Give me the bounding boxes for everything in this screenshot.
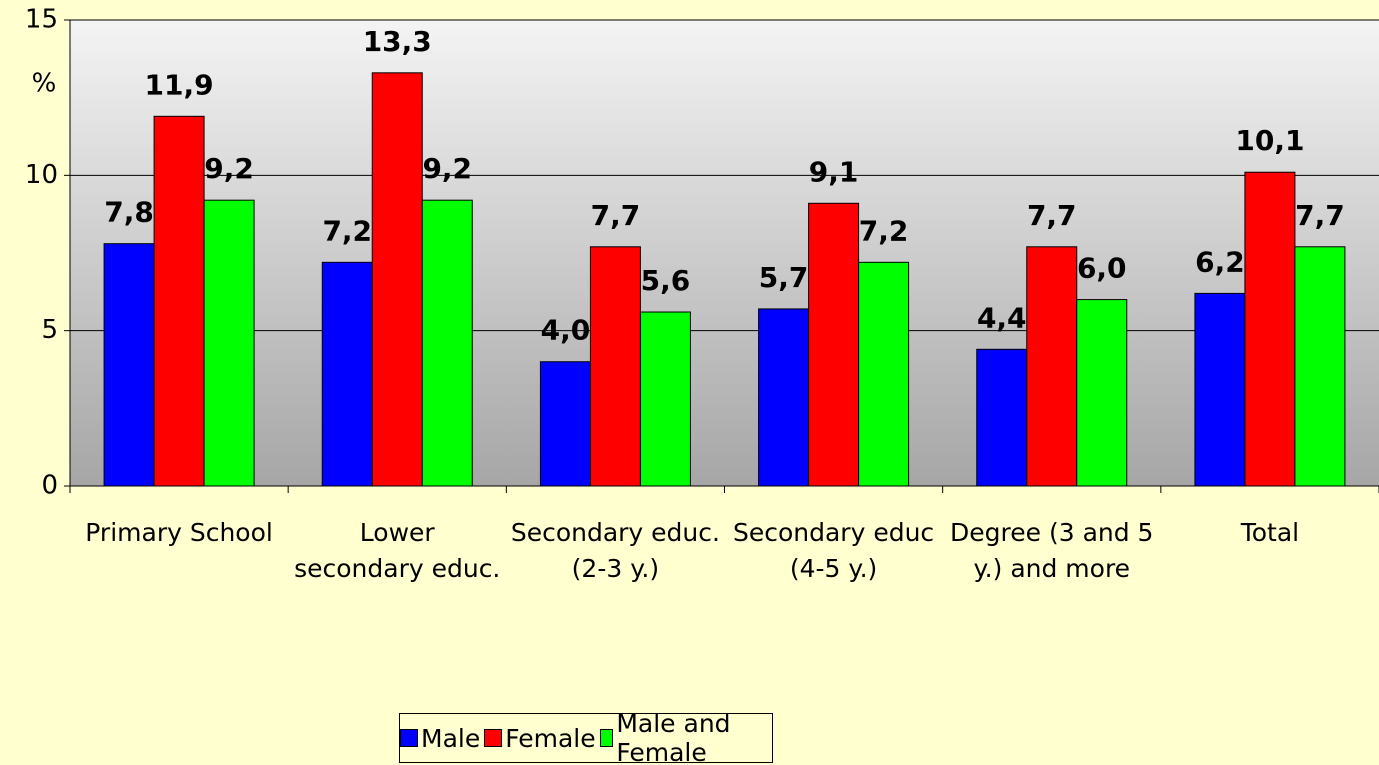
x-tick-label: Secondary educ. (2-3 y.) xyxy=(510,518,720,583)
legend-item: Female xyxy=(484,723,596,753)
x-tick-label: Degree (3 and 5 y.) and more xyxy=(950,518,1154,583)
bar xyxy=(1026,246,1078,487)
legend-item: Male and Female xyxy=(599,709,772,765)
bar xyxy=(321,261,373,487)
data-label: 4,0 xyxy=(541,314,591,347)
y-tick-label: 15 xyxy=(25,5,58,35)
x-tick-label: Primary School xyxy=(85,518,273,547)
legend-swatch xyxy=(599,729,614,747)
data-label: 7,7 xyxy=(591,199,641,232)
bar xyxy=(858,261,910,487)
data-label: 9,2 xyxy=(422,152,472,185)
bar xyxy=(589,246,641,487)
legend-swatch xyxy=(400,729,418,747)
y-tick-label: 0 xyxy=(41,471,58,501)
data-label: 7,2 xyxy=(322,214,372,247)
data-label: 5,6 xyxy=(641,264,691,297)
data-label: 9,1 xyxy=(809,155,859,188)
bar xyxy=(758,308,810,487)
bar xyxy=(203,199,255,487)
data-label: 7,8 xyxy=(104,196,154,229)
x-tick-label: Lower secondary educ. xyxy=(294,518,501,583)
y-axis-label: % xyxy=(32,69,57,99)
data-label: 13,3 xyxy=(363,25,432,58)
y-tick-label: 5 xyxy=(41,315,58,345)
data-label: 5,7 xyxy=(759,261,809,294)
bar xyxy=(103,243,155,487)
data-label: 6,2 xyxy=(1195,245,1245,278)
legend-label: Female xyxy=(505,723,596,753)
bar xyxy=(976,348,1028,487)
bar xyxy=(153,115,205,487)
bar xyxy=(421,199,473,487)
data-label: 9,2 xyxy=(204,152,254,185)
plot-area xyxy=(70,20,1379,486)
legend-swatch xyxy=(484,729,503,747)
data-label: 11,9 xyxy=(145,68,214,101)
bar xyxy=(808,202,860,487)
data-label: 7,2 xyxy=(859,214,909,247)
bar xyxy=(539,361,591,487)
bar xyxy=(1076,299,1128,487)
data-label: 4,4 xyxy=(977,301,1027,334)
data-label: 7,7 xyxy=(1295,199,1345,232)
data-label: 10,1 xyxy=(1235,124,1304,157)
data-label: 7,7 xyxy=(1027,199,1077,232)
x-tick-label: Secondary educ (4-5 y.) xyxy=(732,518,935,583)
y-tick-label: 10 xyxy=(25,160,58,190)
legend-label: Male and Female xyxy=(616,709,731,765)
legend-item: Male xyxy=(400,724,480,753)
bar xyxy=(1244,171,1296,487)
bar xyxy=(1294,246,1346,487)
bar xyxy=(639,311,691,487)
legend-label: Male xyxy=(421,723,481,753)
bar xyxy=(1194,292,1246,487)
bar xyxy=(371,72,423,487)
legend: Male Female Male and Female xyxy=(399,709,773,765)
data-label: 6,0 xyxy=(1077,252,1127,285)
x-tick-label: Total xyxy=(1240,518,1300,547)
